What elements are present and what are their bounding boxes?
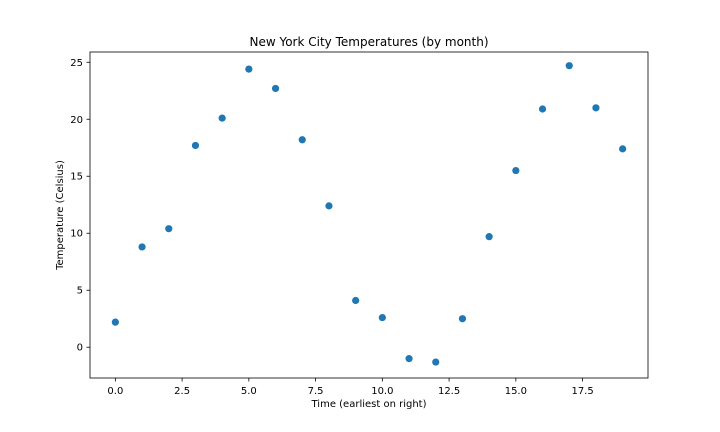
y-tick-label: 20 [70,115,83,126]
x-axis-label: Time (earliest on right) [311,399,427,410]
x-tick-label: 7.5 [308,386,324,397]
data-point [565,62,573,70]
data-points [111,62,627,366]
data-point [271,84,280,93]
data-point [485,233,493,241]
plot-frame [89,51,649,379]
x-tick-label: 15.0 [505,386,527,397]
x-tick-label: 10.0 [371,386,393,397]
chart-title: New York City Temperatures (by month) [249,35,488,49]
x-axis-ticks: 0.0 2.5 5.0 7.5 10.0 12.5 15.0 17.5 [107,378,594,397]
y-tick-label: 5 [77,286,83,297]
x-tick-label: 12.5 [438,386,460,397]
data-point [378,313,386,322]
data-point [619,145,627,153]
data-point [218,114,226,122]
x-tick-label: 0.0 [107,386,123,397]
data-point [111,318,119,326]
data-point [458,315,467,323]
plot-area: 0.0 2.5 5.0 7.5 10.0 12.5 15.0 17.5 0 5 10 15 20 25 [70,51,649,397]
y-axis-ticks: 0 5 10 15 20 25 [70,58,90,354]
y-tick-label: 25 [70,58,83,69]
data-point [592,104,600,112]
data-point [432,358,440,366]
data-point [512,166,520,175]
data-point [245,65,253,73]
y-tick-label: 0 [77,343,83,354]
data-point [298,136,306,144]
data-point [352,296,360,305]
data-point [191,141,200,150]
data-point [538,105,547,113]
data-point [138,243,146,251]
x-tick-label: 2.5 [174,386,190,397]
data-point [325,202,333,210]
y-tick-label: 15 [70,172,83,183]
y-tick-label: 10 [70,229,83,240]
data-point [405,355,413,363]
data-point [165,225,173,233]
x-tick-label: 17.5 [571,386,593,397]
y-axis-label: Temperature (Celsius) [55,160,66,271]
x-tick-label: 5.0 [241,386,257,397]
